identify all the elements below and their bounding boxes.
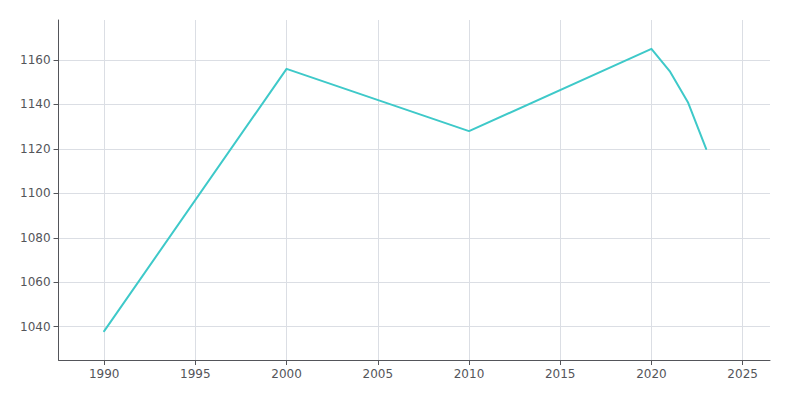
svg-text:1120: 1120 [20, 142, 51, 156]
svg-text:1140: 1140 [20, 97, 51, 111]
svg-text:2015: 2015 [545, 367, 576, 381]
svg-text:1160: 1160 [20, 53, 51, 67]
svg-text:1995: 1995 [180, 367, 211, 381]
svg-text:2010: 2010 [454, 367, 485, 381]
svg-text:1990: 1990 [89, 367, 120, 381]
svg-text:2005: 2005 [363, 367, 394, 381]
svg-text:1040: 1040 [20, 320, 51, 334]
svg-text:2025: 2025 [727, 367, 758, 381]
svg-text:1080: 1080 [20, 231, 51, 245]
svg-text:2000: 2000 [271, 367, 302, 381]
svg-text:1060: 1060 [20, 275, 51, 289]
svg-text:1100: 1100 [20, 186, 51, 200]
svg-text:2020: 2020 [636, 367, 667, 381]
